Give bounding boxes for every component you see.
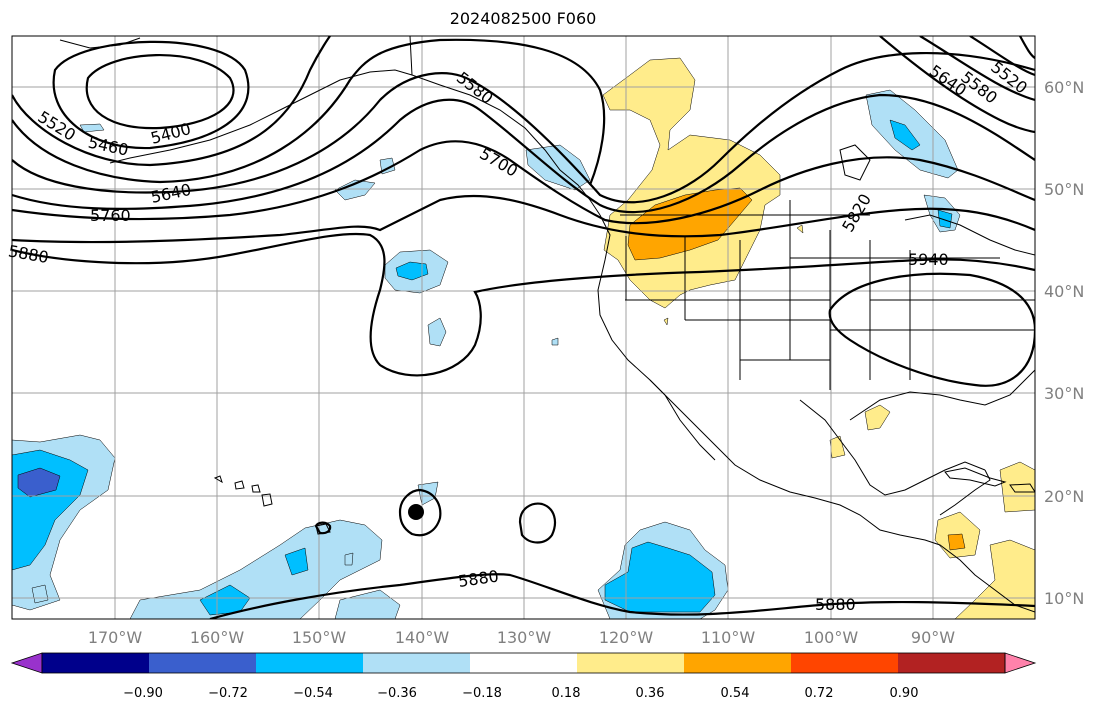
contour-label: 5880 [815, 595, 856, 614]
anomaly-fill-region [829, 435, 846, 459]
map-frame [11, 35, 1036, 620]
colorbar: −0.90 −0.72 −0.54 −0.36 −0.18 0.18 0.36 … [10, 652, 1037, 701]
anomaly-fill-region [17, 467, 61, 498]
colorbar-segment [898, 653, 1005, 673]
colorbar-segment [256, 653, 363, 673]
coastlines [59, 36, 1035, 613]
anomaly-fill-region [551, 337, 559, 346]
colorbar-segment [42, 653, 149, 673]
lat-tick-label: 40°N [1044, 282, 1084, 301]
colorbar-frame [41, 652, 1006, 674]
anomaly-fill-region [334, 589, 401, 619]
contour-label: 5580 [453, 68, 497, 108]
colorbar-segment [577, 653, 684, 673]
lat-tick-label: 10°N [1044, 589, 1084, 608]
colorbar-segment [470, 653, 577, 673]
anomaly-fill-region [937, 209, 953, 229]
colorbar-segment [791, 653, 898, 673]
colorbar-tick-label: −0.36 [377, 686, 417, 701]
contour-label: 5880 [457, 566, 500, 590]
colorbar-tick-label: 0.90 [890, 686, 919, 701]
latitude-axis: 60°N 50°N 40°N 30°N 20°N 10°N [1044, 78, 1084, 608]
gridlines [12, 36, 1035, 619]
colorbar-tick-label: 0.36 [636, 686, 665, 701]
anomaly-fill-region [954, 539, 1035, 619]
lon-tick-label: 110°W [701, 628, 756, 647]
colorbar-tick-label: −0.18 [462, 686, 502, 701]
lat-tick-label: 50°N [1044, 180, 1084, 199]
anomaly-fill-region [284, 547, 309, 576]
anomaly-fill-region [79, 123, 105, 133]
anomaly-fill-region [999, 461, 1035, 513]
colorbar-tick-label: 0.18 [552, 686, 581, 701]
colorbar-segment [363, 653, 470, 673]
colorbar-extend-low [10, 652, 43, 674]
lon-tick-label: 100°W [804, 628, 859, 647]
colorbar-extend-high [1004, 652, 1037, 674]
colorbar-tick-label: −0.54 [293, 686, 333, 701]
lat-tick-label: 20°N [1044, 487, 1084, 506]
anomaly-fill-region [889, 119, 921, 151]
height-contours [12, 36, 1035, 619]
contour-label: 5640 [149, 180, 193, 207]
anomaly-fill-region [31, 584, 49, 604]
lon-tick-label: 160°W [190, 628, 245, 647]
colorbar-tick-label: 0.54 [721, 686, 750, 701]
colorbar-segments [10, 652, 1037, 674]
longitude-axis: 170°W 160°W 150°W 140°W 130°W 120°W 110°… [88, 628, 955, 647]
storm-center-marker [408, 504, 424, 520]
colorbar-labels: −0.90 −0.72 −0.54 −0.36 −0.18 0.18 0.36 … [123, 686, 918, 701]
lon-tick-label: 130°W [497, 628, 552, 647]
anomaly-fill-region [796, 224, 804, 234]
lon-tick-label: 140°W [395, 628, 450, 647]
anomaly-fill-region [864, 404, 891, 431]
contour-label: 5400 [149, 119, 193, 148]
contour-label: 5880 [7, 241, 50, 267]
lat-tick-label: 30°N [1044, 384, 1084, 403]
anomaly-fill-region [427, 317, 447, 347]
anomaly-fill-region [344, 552, 354, 566]
anomaly-fill-region [199, 584, 251, 616]
map-title: 2024082500 F060 [449, 9, 597, 28]
colorbar-segment [149, 653, 256, 673]
anomaly-fill-region [947, 533, 966, 551]
contour-label: 5760 [90, 206, 131, 225]
colorbar-tick-label: 0.72 [805, 686, 834, 701]
map-plot-area [12, 36, 1035, 619]
lon-tick-label: 150°W [292, 628, 347, 647]
lon-tick-label: 120°W [599, 628, 654, 647]
colorbar-tick-label: −0.90 [123, 686, 163, 701]
colorbar-tick-label: −0.72 [208, 686, 248, 701]
contour-label: 5700 [476, 144, 521, 181]
colorbar-segment [684, 653, 791, 673]
lon-tick-label: 170°W [88, 628, 143, 647]
anomaly-fill-region [395, 261, 429, 281]
lat-tick-label: 60°N [1044, 78, 1084, 97]
contour-label: 5640 [926, 61, 970, 100]
contour-label: 5940 [908, 250, 949, 269]
lon-tick-label: 90°W [911, 628, 955, 647]
anomaly-fill-region [663, 317, 669, 326]
